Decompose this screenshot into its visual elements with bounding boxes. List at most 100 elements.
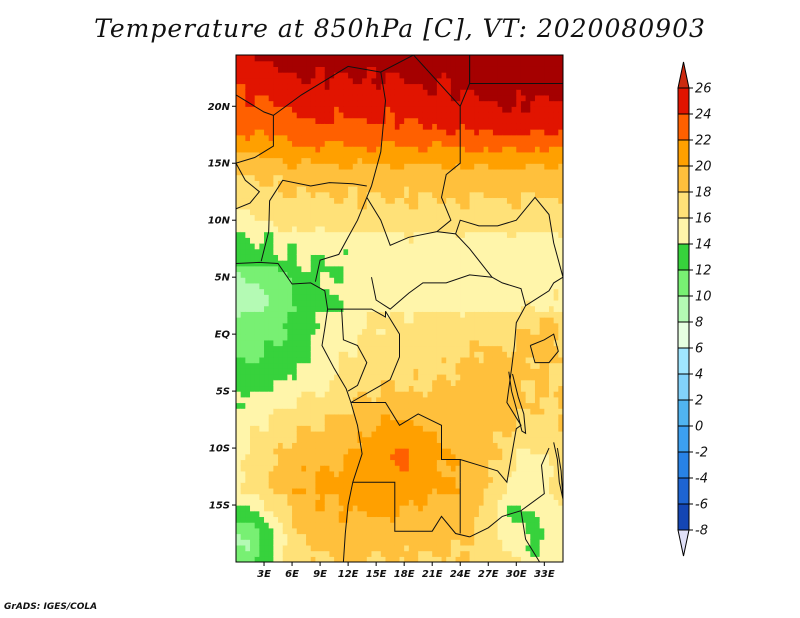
field-cell bbox=[250, 265, 256, 273]
field-cell bbox=[273, 129, 279, 136]
field-cell bbox=[376, 55, 382, 62]
field-cell bbox=[366, 77, 373, 85]
field-cell bbox=[399, 556, 405, 562]
field-cell bbox=[287, 180, 293, 187]
field-cell bbox=[343, 282, 349, 290]
field-cell bbox=[390, 83, 396, 90]
field-cell bbox=[432, 550, 438, 557]
field-cell bbox=[362, 242, 368, 250]
field-cell bbox=[273, 66, 279, 73]
field-cell bbox=[413, 356, 419, 364]
field-cell bbox=[362, 77, 368, 85]
field-cell bbox=[292, 163, 298, 170]
field-cell bbox=[264, 544, 270, 552]
field-cell bbox=[282, 174, 288, 181]
field-cell bbox=[418, 254, 424, 261]
field-cell bbox=[385, 146, 391, 153]
field-cell bbox=[357, 379, 363, 387]
field-cell bbox=[371, 522, 377, 529]
field-cell bbox=[306, 482, 312, 489]
field-cell bbox=[450, 225, 457, 233]
field-cell bbox=[422, 550, 429, 557]
field-cell bbox=[348, 248, 354, 255]
field-cell bbox=[422, 482, 429, 489]
field-cell bbox=[250, 106, 256, 113]
field-cell bbox=[455, 351, 461, 358]
field-cell bbox=[273, 55, 279, 62]
field-cell bbox=[240, 282, 246, 290]
field-cell bbox=[268, 448, 274, 455]
field-cell bbox=[338, 89, 345, 96]
field-cell bbox=[408, 396, 415, 404]
field-cell bbox=[338, 55, 345, 62]
field-cell bbox=[380, 260, 387, 267]
field-cell bbox=[236, 425, 242, 432]
field-cell bbox=[273, 242, 279, 250]
field-cell bbox=[464, 168, 471, 176]
field-cell bbox=[245, 487, 251, 495]
field-cell bbox=[296, 476, 302, 483]
field-cell bbox=[264, 487, 270, 495]
field-cell bbox=[436, 493, 443, 500]
field-cell bbox=[236, 214, 242, 221]
field-cell bbox=[315, 368, 321, 375]
field-cell bbox=[394, 111, 401, 119]
field-cell bbox=[366, 402, 373, 409]
chart-title: Temperature at 850hPa [C], VT: 202008090… bbox=[94, 14, 706, 43]
field-cell bbox=[282, 322, 288, 330]
field-cell bbox=[376, 140, 382, 147]
field-cell bbox=[399, 539, 405, 546]
field-cell bbox=[371, 129, 377, 136]
field-cell bbox=[254, 334, 260, 341]
field-cell bbox=[306, 522, 312, 529]
field-cell bbox=[362, 356, 368, 364]
field-cell bbox=[334, 140, 340, 147]
field-cell bbox=[296, 425, 302, 432]
field-cell bbox=[371, 72, 377, 79]
field-cell bbox=[418, 356, 424, 364]
field-cell bbox=[268, 208, 274, 216]
field-cell bbox=[320, 453, 326, 461]
field-cell bbox=[408, 533, 415, 540]
field-cell bbox=[488, 487, 494, 495]
field-cell bbox=[301, 419, 307, 426]
field-cell bbox=[301, 288, 307, 295]
field-cell bbox=[306, 539, 312, 546]
field-cell bbox=[492, 72, 499, 79]
field-cell bbox=[427, 174, 433, 181]
field-cell bbox=[455, 436, 461, 443]
field-cell bbox=[376, 487, 382, 495]
field-cell bbox=[469, 163, 475, 170]
field-cell bbox=[296, 442, 302, 449]
field-cell bbox=[292, 505, 298, 512]
field-cell bbox=[408, 220, 415, 227]
field-cell bbox=[343, 499, 349, 506]
field-cell bbox=[250, 436, 256, 443]
field-cell bbox=[427, 214, 433, 221]
field-cell bbox=[329, 231, 335, 238]
field-cell bbox=[352, 94, 359, 102]
field-cell bbox=[483, 94, 489, 102]
field-cell bbox=[245, 436, 251, 443]
field-cell bbox=[324, 174, 331, 181]
field-cell bbox=[343, 260, 349, 267]
field-cell bbox=[282, 282, 288, 290]
field-cell bbox=[324, 214, 331, 221]
field-cell bbox=[469, 111, 475, 119]
field-cell bbox=[259, 83, 265, 90]
field-cell bbox=[460, 425, 466, 432]
field-cell bbox=[418, 237, 424, 244]
field-cell bbox=[390, 94, 396, 102]
field-cell bbox=[380, 550, 387, 557]
field-cell bbox=[460, 214, 466, 221]
field-cell bbox=[464, 225, 471, 233]
field-cell bbox=[310, 459, 317, 466]
field-cell bbox=[334, 345, 340, 352]
field-cell bbox=[250, 123, 256, 130]
field-cell bbox=[460, 493, 466, 500]
field-cell bbox=[460, 379, 466, 387]
field-cell bbox=[413, 72, 419, 79]
field-cell bbox=[474, 368, 480, 375]
field-cell bbox=[436, 191, 443, 199]
